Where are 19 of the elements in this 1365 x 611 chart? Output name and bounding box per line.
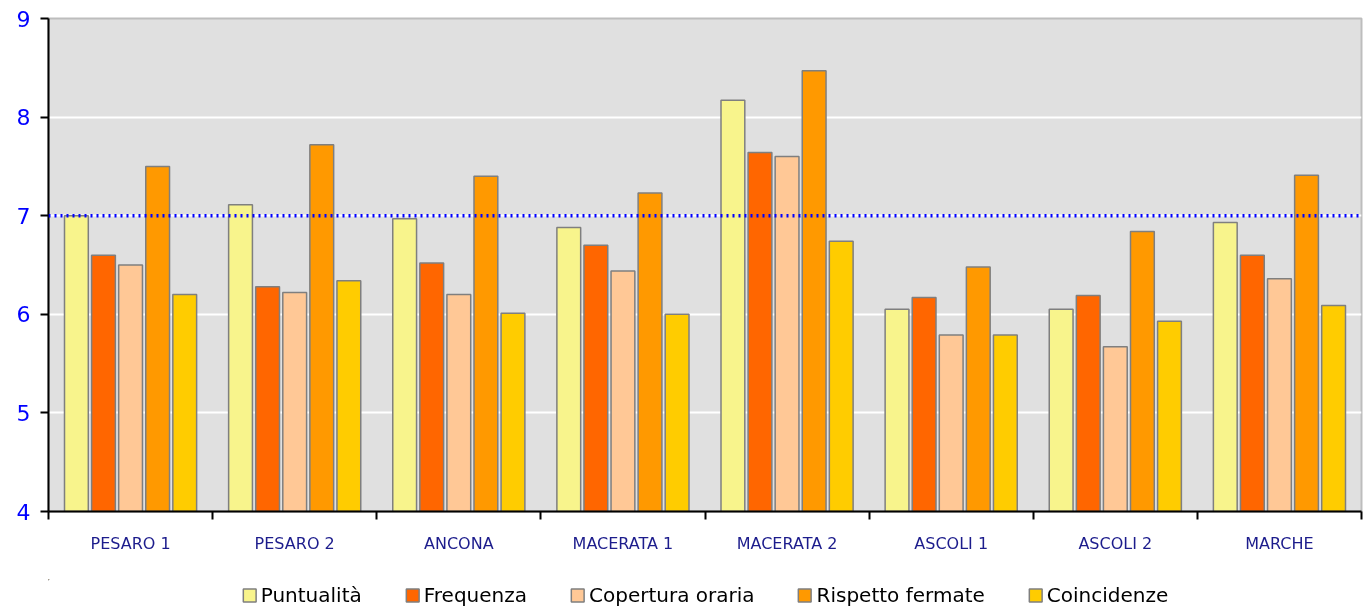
- y-tick-label: 5: [16, 400, 31, 426]
- x-tick-label: ASCOLI 2: [1078, 533, 1153, 553]
- legend-label: Puntualità: [260, 583, 362, 607]
- y-tick-label: 8: [16, 105, 31, 131]
- x-tick-label: PESARO 1: [90, 533, 171, 553]
- legend-label: Copertura oraria: [589, 583, 755, 607]
- x-tick-label: MACERATA 2: [736, 533, 838, 553]
- y-tick-label: 9: [16, 6, 31, 32]
- x-tick-label: MACERATA 1: [572, 533, 674, 553]
- legend-label: Frequenza: [423, 583, 528, 607]
- y-tick-label: 4: [16, 499, 31, 525]
- legend-label: Coincidenze: [1046, 583, 1169, 607]
- x-tick-label: ASCOLI 1: [914, 533, 989, 553]
- x-tick-label: ANCONA: [424, 533, 494, 553]
- x-tick-label: MARCHE: [1245, 533, 1314, 553]
- x-tick-label: PESARO 2: [254, 533, 335, 553]
- y-tick-label: 6: [16, 302, 31, 328]
- legend-label: Rispetto fermate: [816, 583, 985, 607]
- y-tick-label: 7: [16, 203, 31, 229]
